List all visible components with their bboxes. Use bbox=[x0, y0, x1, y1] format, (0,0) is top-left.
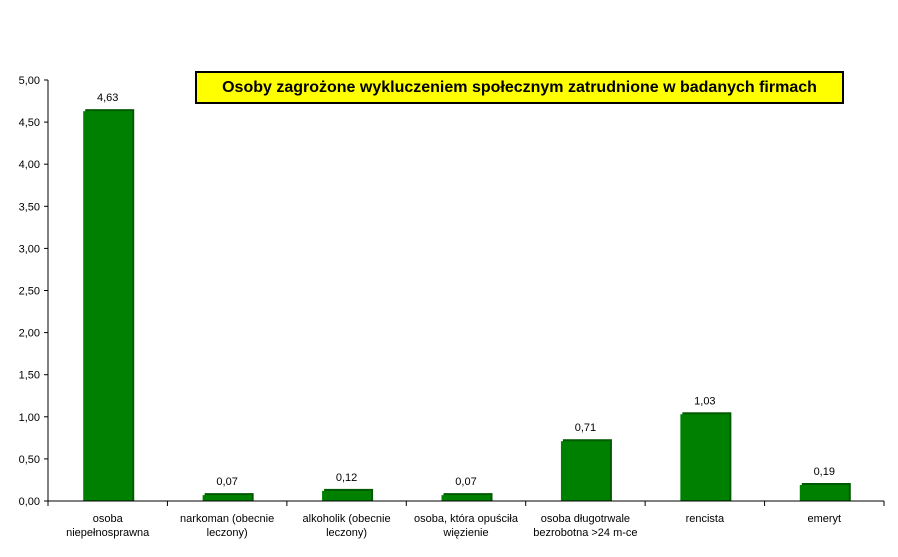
bar bbox=[322, 490, 372, 501]
x-axis: osoba niepełnosprawna narkoman (obecnie lec… bbox=[47, 500, 885, 539]
y-tick-label: 4,00 bbox=[19, 159, 40, 171]
chart-title: Osoby zagrożone wykluczeniem społecznym … bbox=[222, 78, 817, 96]
y-tick-label: 3,00 bbox=[19, 243, 40, 255]
x-category-label: osoba długotrwale bbox=[541, 513, 630, 525]
y-tick-label: 4,50 bbox=[19, 117, 40, 129]
y-tick-label: 1,00 bbox=[19, 412, 40, 424]
data-label: 0,71 bbox=[575, 422, 596, 434]
x-category-label: osoba, która opuściła bbox=[414, 513, 519, 525]
data-label: 0,12 bbox=[336, 472, 357, 484]
bar bbox=[202, 495, 252, 501]
bar bbox=[83, 111, 133, 502]
y-tick-label: 0,50 bbox=[19, 454, 40, 466]
data-label: 0,07 bbox=[216, 476, 237, 488]
y-tick-label: 1,50 bbox=[19, 370, 40, 382]
x-category-label: niepełnosprawna bbox=[66, 527, 150, 539]
x-category-label: alkoholik (obecnie bbox=[303, 513, 391, 525]
x-category-label: osoba bbox=[93, 513, 124, 525]
y-tick-label: 2,00 bbox=[19, 328, 40, 340]
x-category-label: rencista bbox=[686, 513, 725, 525]
x-category-label: emeryt bbox=[807, 513, 841, 525]
bars: 4,63 0,07 0,12 0,07 0,71 1,03 0,19 bbox=[83, 92, 851, 502]
y-axis: 0,00 0,50 1,00 1,50 2,00 2,50 3,00 3,50 4,00 4,50… bbox=[19, 75, 49, 508]
y-tick-label: 0,00 bbox=[19, 496, 40, 508]
chart-title-box: Osoby zagrożone wykluczeniem społecznym … bbox=[195, 71, 844, 104]
data-label: 1,03 bbox=[694, 395, 715, 407]
x-category-label: leczony) bbox=[326, 527, 367, 539]
x-category-label: leczony) bbox=[207, 527, 248, 539]
data-label: 0,07 bbox=[455, 476, 476, 488]
y-tick-label: 5,00 bbox=[19, 75, 40, 87]
data-label: 0,19 bbox=[814, 466, 835, 478]
y-tick-label: 3,50 bbox=[19, 201, 40, 213]
bar bbox=[560, 441, 610, 501]
x-category-label: narkoman (obecnie bbox=[180, 513, 274, 525]
bar bbox=[680, 414, 730, 501]
bar bbox=[441, 495, 491, 501]
x-category-label: więzienie bbox=[442, 527, 488, 539]
y-tick-label: 2,50 bbox=[19, 286, 40, 298]
bar bbox=[799, 485, 849, 501]
x-category-label: bezrobotna >24 m-ce bbox=[533, 527, 637, 539]
data-label: 4,63 bbox=[97, 92, 118, 104]
